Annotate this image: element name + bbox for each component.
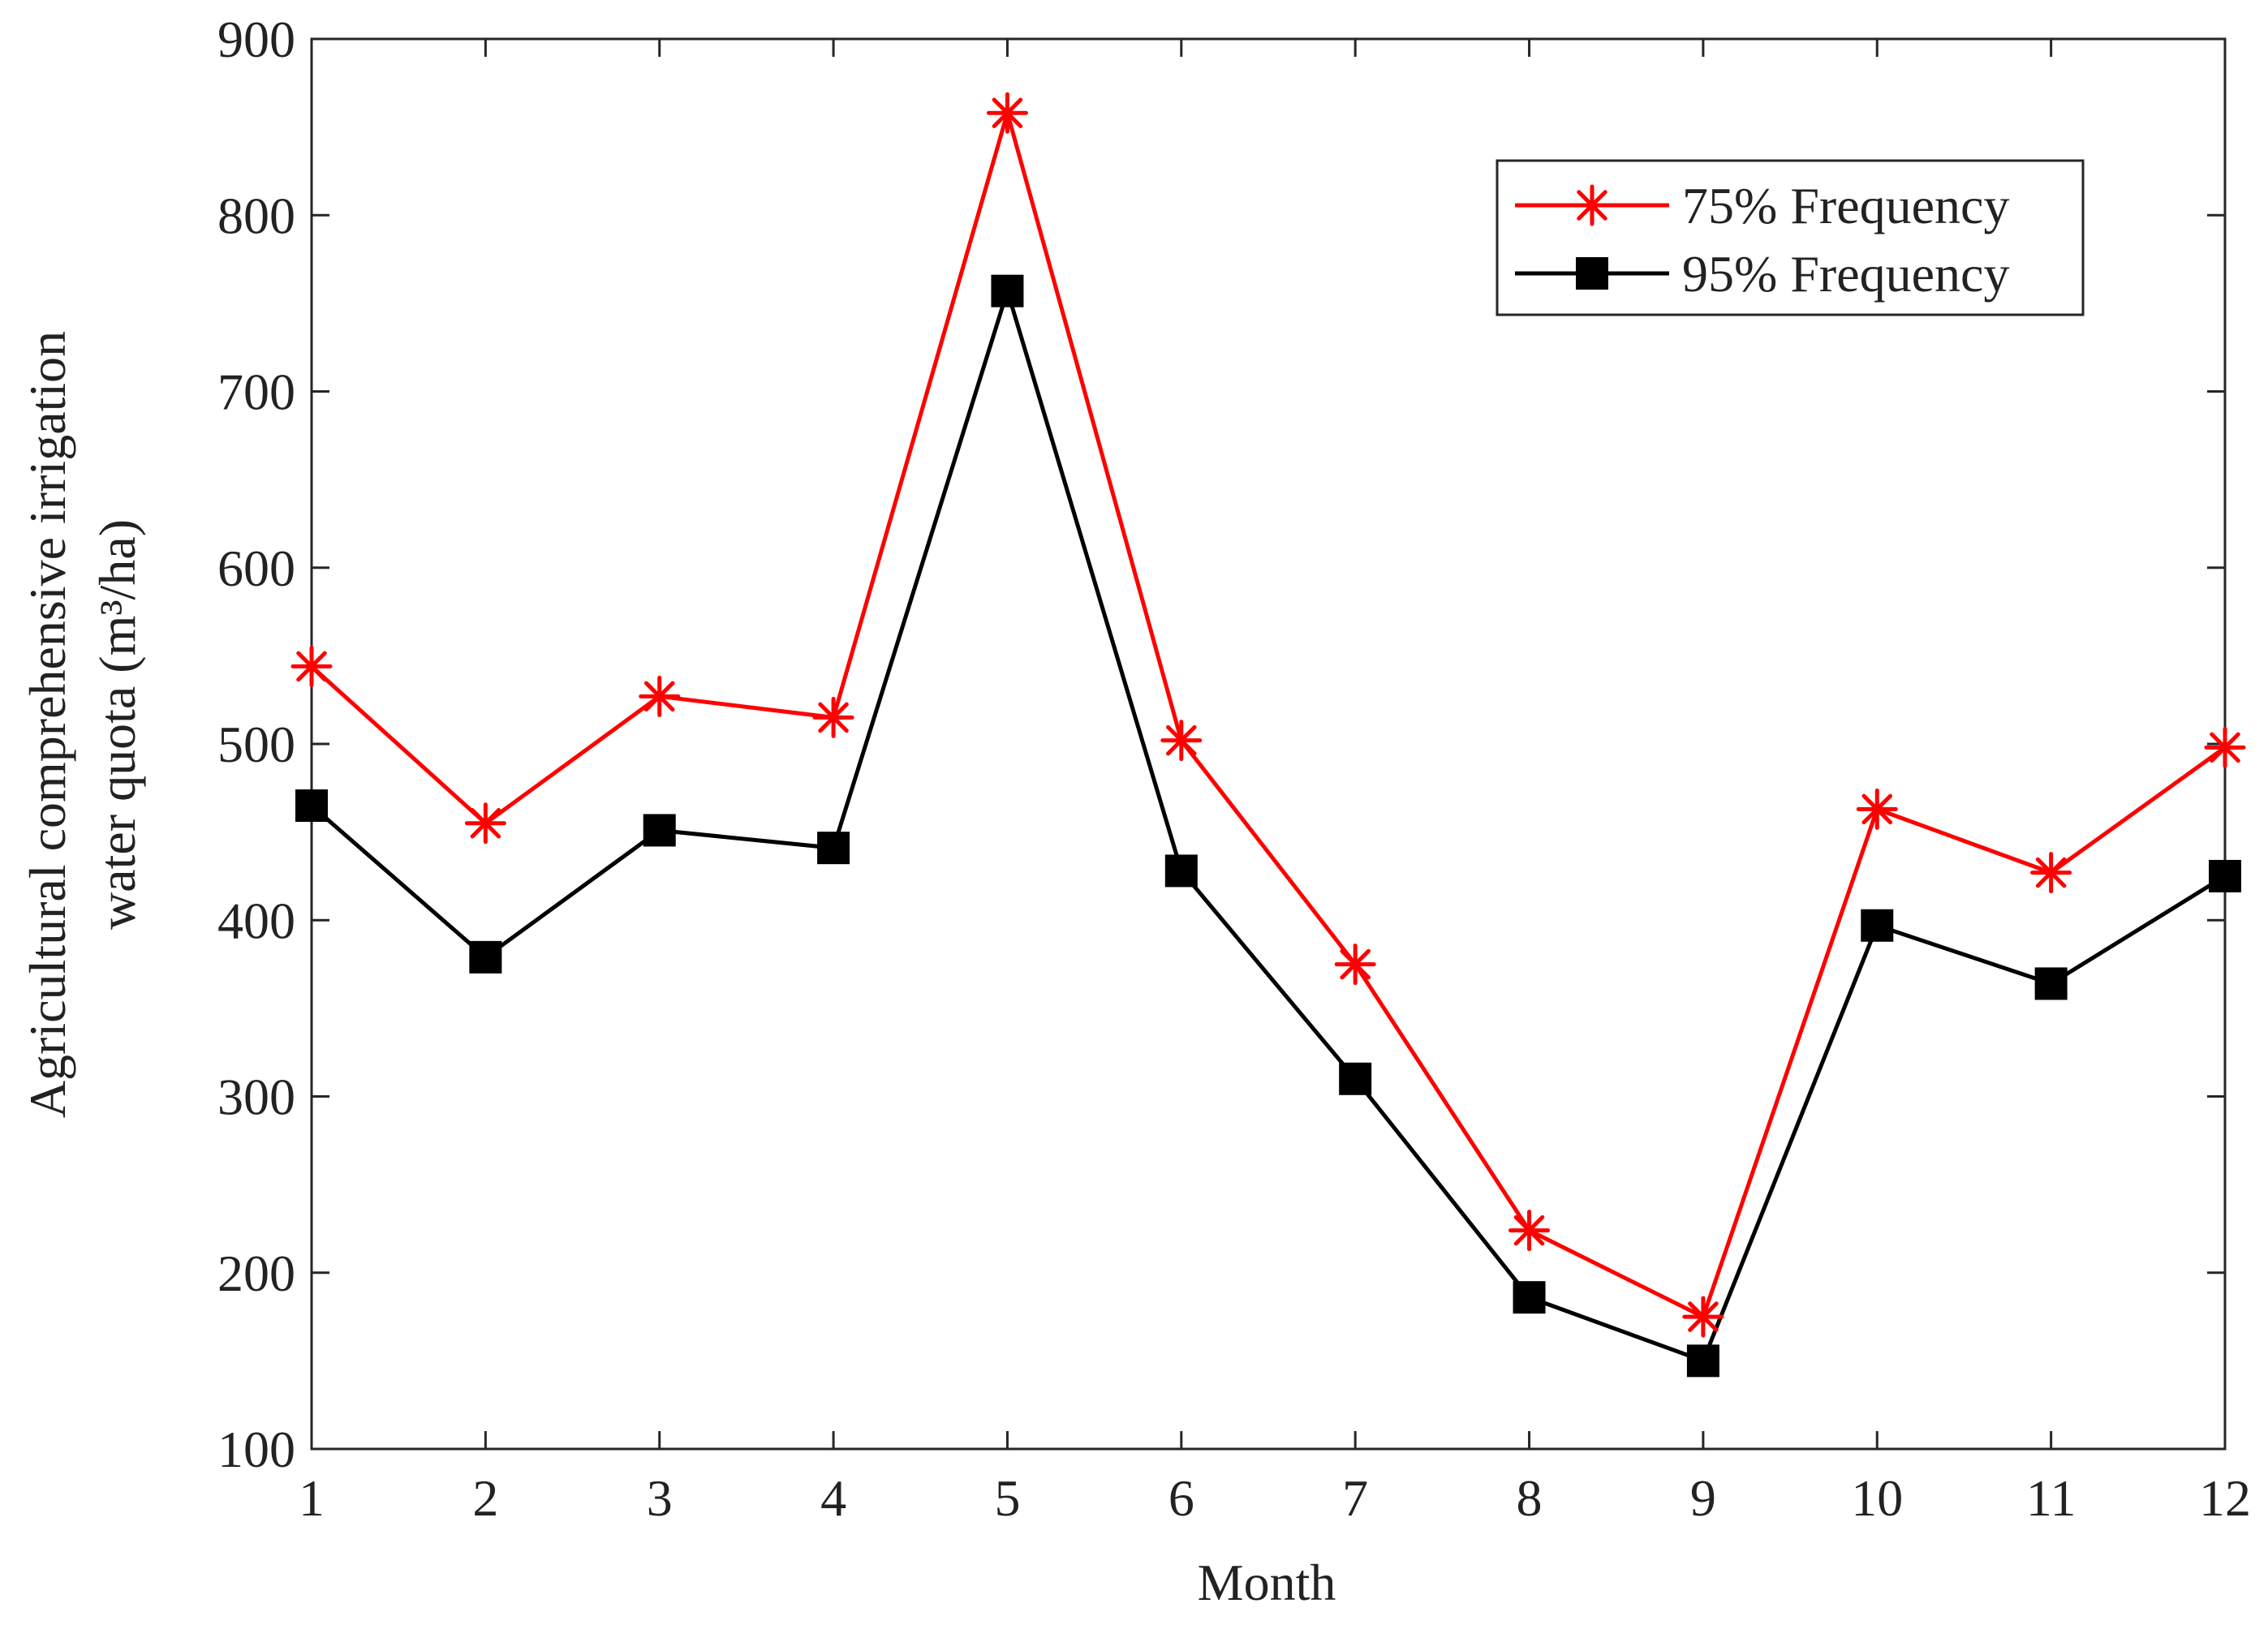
y-axis-label-line-2: water quota (m³/ha) [88, 519, 146, 930]
legend-entry: 95% Frequency [1515, 245, 2009, 303]
legend-marker [1571, 184, 1613, 226]
y-tick-label: 700 [217, 363, 295, 421]
data-point [1508, 1210, 1551, 1252]
x-tick-label: 7 [1342, 1469, 1368, 1527]
asterisk-stroke [1861, 793, 1893, 825]
data-point [639, 675, 681, 717]
asterisk-stroke [818, 702, 849, 733]
x-tick-label: 3 [647, 1469, 673, 1527]
x-tick-label: 2 [472, 1469, 498, 1527]
data-point [986, 92, 1028, 134]
asterisk-stroke [1688, 1301, 1719, 1332]
legend-entry: 75% Frequency [1515, 177, 2009, 234]
y-tick-label: 300 [217, 1068, 295, 1126]
series-line [310, 289, 2227, 1363]
asterisk-stroke [296, 651, 327, 682]
asterisk-stroke [992, 97, 1023, 129]
data-point [1339, 1062, 1372, 1095]
x-tick-label: 11 [2026, 1469, 2076, 1527]
data-point [643, 814, 676, 847]
y-tick-label: 800 [217, 187, 295, 244]
data-point [469, 940, 502, 974]
legend-marker [1576, 257, 1608, 290]
asterisk-stroke [1340, 948, 1371, 980]
data-point [1682, 1296, 1724, 1338]
data-point [295, 789, 328, 823]
data-point [812, 696, 854, 738]
y-tick-label: 400 [217, 892, 295, 949]
y-tick-label: 600 [217, 540, 295, 597]
series-1 [295, 274, 2241, 1378]
x-tick-label: 9 [1690, 1469, 1716, 1527]
data-point [464, 802, 506, 845]
y-tick-label: 900 [217, 11, 295, 68]
x-tick-label: 5 [994, 1469, 1020, 1527]
asterisk-stroke [643, 681, 675, 712]
asterisk-stroke [470, 807, 501, 839]
y-axis-label-line-1: Agricultural comprehensive irrigation [19, 331, 76, 1118]
y-tick-label: 500 [217, 716, 295, 773]
y-tick-label: 100 [217, 1421, 295, 1478]
data-point [2034, 967, 2068, 1000]
series-line [310, 110, 2227, 1319]
x-tick-label: 6 [1168, 1469, 1194, 1527]
legend-label: 95% Frequency [1682, 245, 2009, 303]
y-tick-label: 200 [217, 1245, 295, 1302]
data-point [1856, 788, 1898, 830]
asterisk-stroke [2035, 857, 2067, 888]
data-point [1861, 909, 1894, 942]
data-point [2204, 726, 2246, 768]
x-tick-label: 8 [1517, 1469, 1543, 1527]
data-point [1686, 1344, 1719, 1378]
x-tick-label: 1 [299, 1469, 325, 1527]
data-point [817, 832, 850, 865]
asterisk-stroke [1577, 190, 1607, 221]
x-axis-label: Month [1198, 1554, 1336, 1611]
legend-label: 75% Frequency [1682, 177, 2009, 234]
data-point [1164, 854, 1198, 888]
data-point [1160, 720, 1203, 762]
data-point [2209, 859, 2241, 892]
series-0 [290, 92, 2246, 1338]
asterisk-stroke [1166, 724, 1197, 756]
data-point [2030, 852, 2072, 894]
data-point [290, 645, 333, 687]
x-tick-label: 10 [1851, 1469, 1903, 1527]
x-tick-label: 4 [820, 1469, 846, 1527]
data-point [1513, 1281, 1546, 1314]
data-point [1334, 944, 1376, 986]
x-tick-label: 12 [2199, 1469, 2251, 1527]
data-point [991, 274, 1024, 307]
asterisk-stroke [1513, 1214, 1545, 1246]
asterisk-stroke [2210, 732, 2240, 763]
